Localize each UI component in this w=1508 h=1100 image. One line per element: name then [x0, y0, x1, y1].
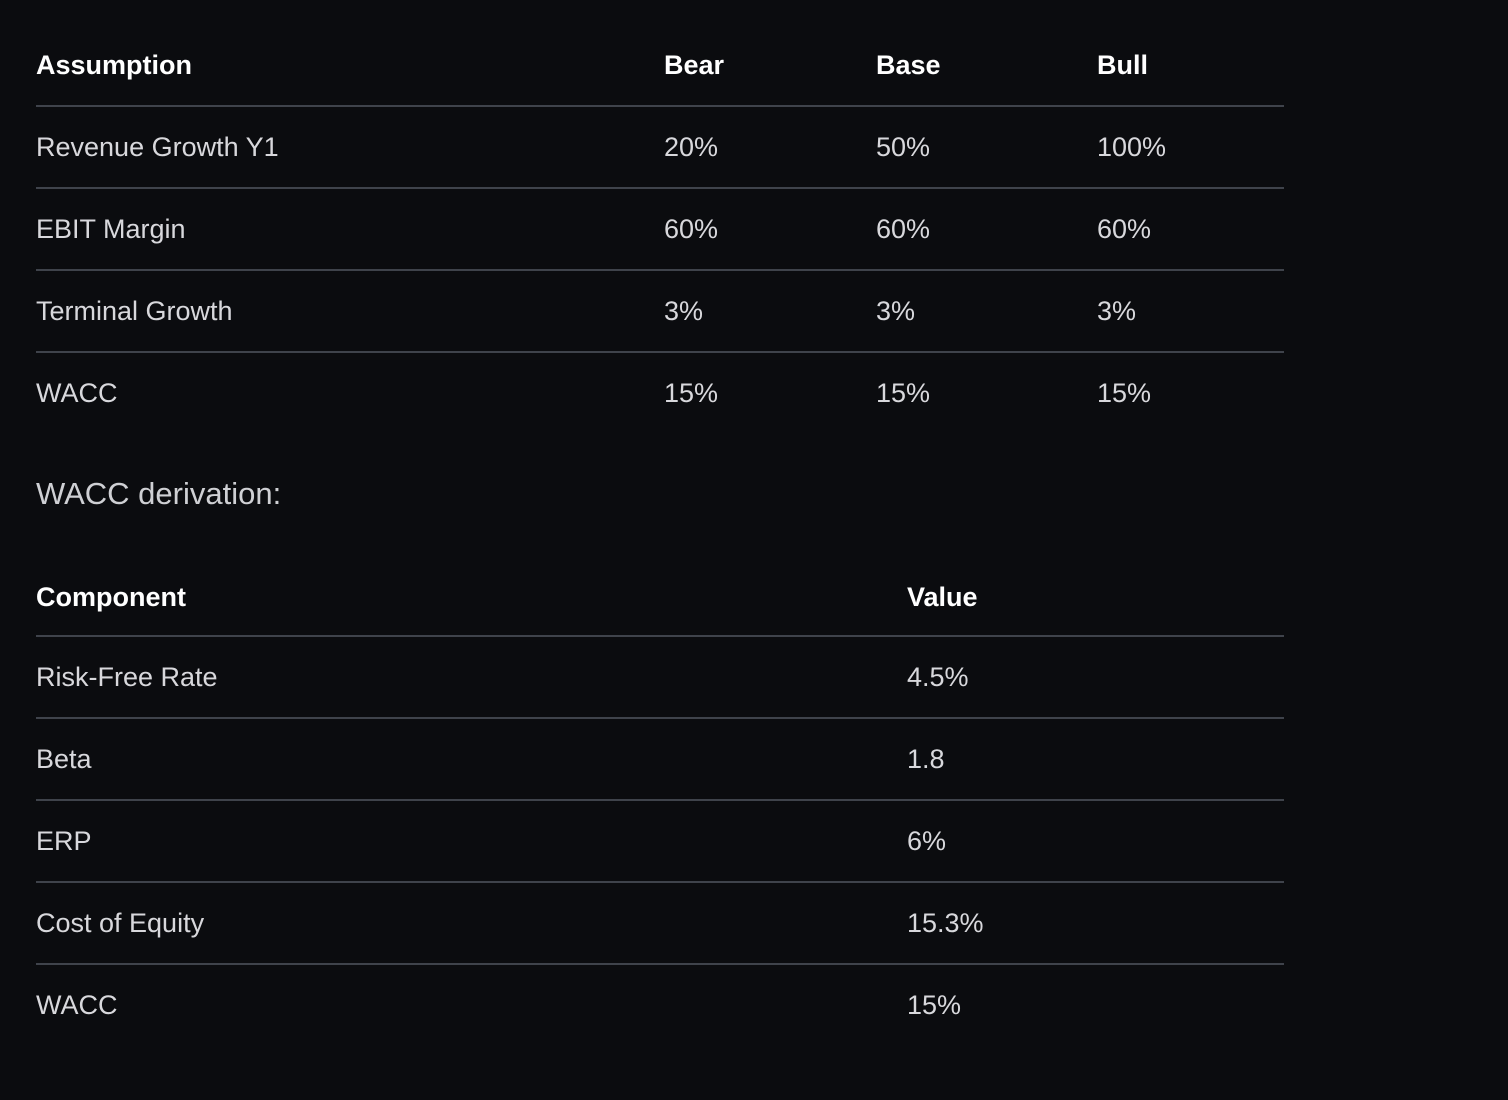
- table-cell: 3%: [876, 270, 1097, 353]
- wacc-derivation-table: Component Value Risk-Free Rate 4.5% Beta…: [36, 550, 1284, 1046]
- table-cell: Terminal Growth: [36, 270, 664, 353]
- table-cell: 1.8: [907, 718, 1284, 801]
- table-cell: 6%: [907, 800, 1284, 883]
- table-cell: 3%: [1097, 270, 1284, 353]
- wacc-derivation-label: WACC derivation:: [36, 476, 282, 511]
- table-cell: 15%: [664, 378, 719, 408]
- table-cell: 15%: [1097, 378, 1152, 408]
- table-cell: EBIT Margin: [36, 188, 664, 271]
- table-row: Beta 1.8: [36, 718, 1284, 801]
- table-row: Revenue Growth Y1 20% 50% 100%: [36, 106, 1284, 189]
- column-header-value: Value: [907, 550, 1284, 637]
- table-row: EBIT Margin 60% 60% 60%: [36, 188, 1284, 271]
- document-content: Assumption Bear Base Bull Revenue Growth…: [36, 0, 1284, 1046]
- table-cell: 50%: [876, 106, 1097, 189]
- column-header-assumption: Assumption: [36, 0, 664, 107]
- table-header-row: Component Value: [36, 550, 1284, 637]
- column-header-bear: Bear: [664, 0, 876, 107]
- table-cell: ERP: [36, 800, 907, 883]
- table-cell: 60%: [876, 188, 1097, 271]
- table-cell: 15%: [907, 990, 962, 1020]
- table-cell: 4.5%: [907, 636, 1284, 719]
- table-cell: 15%: [876, 378, 931, 408]
- table-cell: WACC: [36, 378, 118, 408]
- table-cell: 3%: [664, 270, 876, 353]
- table-row: ERP 6%: [36, 800, 1284, 883]
- table-row: WACC 15%: [36, 964, 1284, 1046]
- table-row: Cost of Equity 15.3%: [36, 882, 1284, 965]
- table-cell: Risk-Free Rate: [36, 636, 907, 719]
- table-cell: 100%: [1097, 106, 1284, 189]
- table-header-row: Assumption Bear Base Bull: [36, 0, 1284, 107]
- table-cell: Beta: [36, 718, 907, 801]
- table-row: Terminal Growth 3% 3% 3%: [36, 270, 1284, 353]
- table-row: Risk-Free Rate 4.5%: [36, 636, 1284, 719]
- table-cell: Revenue Growth Y1: [36, 106, 664, 189]
- column-header-base: Base: [876, 0, 1097, 107]
- column-header-bull: Bull: [1097, 0, 1284, 107]
- table-row: WACC 15% 15% 15%: [36, 352, 1284, 434]
- table-cell: 60%: [1097, 188, 1284, 271]
- table-cell: WACC: [36, 990, 118, 1020]
- table-cell: 20%: [664, 106, 876, 189]
- table-cell: 60%: [664, 188, 876, 271]
- column-header-component: Component: [36, 550, 907, 637]
- scenario-assumptions-table: Assumption Bear Base Bull Revenue Growth…: [36, 0, 1284, 434]
- table-cell: Cost of Equity: [36, 882, 907, 965]
- table-cell: 15.3%: [907, 882, 1284, 965]
